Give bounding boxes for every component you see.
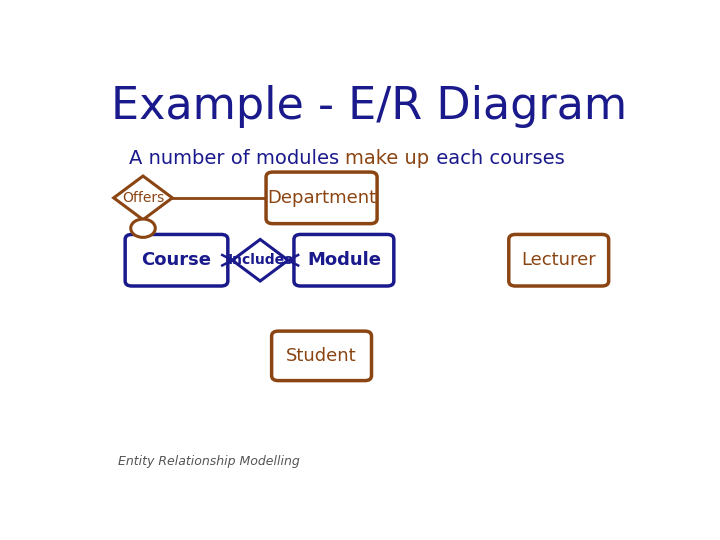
Text: Example - E/R Diagram: Example - E/R Diagram bbox=[111, 85, 627, 128]
Text: each courses: each courses bbox=[430, 149, 564, 168]
Text: Entity Relationship Modelling: Entity Relationship Modelling bbox=[118, 455, 300, 468]
Text: Course: Course bbox=[142, 251, 212, 269]
Text: make up: make up bbox=[346, 149, 430, 168]
Text: Student: Student bbox=[287, 347, 357, 365]
Text: Module: Module bbox=[307, 251, 381, 269]
Text: Department: Department bbox=[267, 189, 376, 207]
Polygon shape bbox=[233, 239, 288, 281]
Text: Includes: Includes bbox=[228, 253, 293, 267]
FancyBboxPatch shape bbox=[125, 234, 228, 286]
Polygon shape bbox=[114, 176, 172, 220]
FancyBboxPatch shape bbox=[509, 234, 608, 286]
Text: A number of modules: A number of modules bbox=[129, 149, 346, 168]
Text: Lecturer: Lecturer bbox=[521, 251, 596, 269]
Text: Offers: Offers bbox=[122, 191, 164, 205]
Circle shape bbox=[131, 219, 156, 238]
FancyBboxPatch shape bbox=[294, 234, 394, 286]
FancyBboxPatch shape bbox=[271, 331, 372, 381]
FancyBboxPatch shape bbox=[266, 172, 377, 224]
